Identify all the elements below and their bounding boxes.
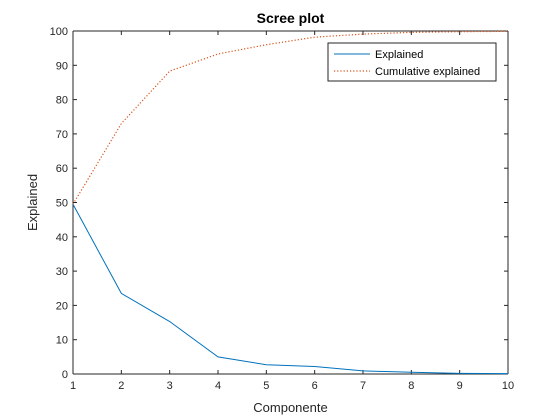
y-tick-label: 30 — [56, 266, 68, 278]
y-tick-label: 100 — [50, 26, 68, 38]
series-line-cumulative-explained — [72, 30, 509, 205]
y-tick-label: 0 — [62, 369, 68, 381]
x-tick-label: 3 — [167, 380, 173, 392]
x-tick-label: 6 — [312, 380, 318, 392]
x-tick-label: 8 — [408, 380, 414, 392]
y-tick-label: 50 — [56, 198, 68, 210]
y-tick-label: 40 — [56, 232, 68, 244]
y-tick-label: 20 — [56, 300, 68, 312]
legend-label-explained: Explained — [375, 49, 423, 61]
x-tick-label: 1 — [70, 380, 76, 392]
legend-label-cumulative-explained: Cumulative explained — [375, 66, 480, 78]
y-tick-label: 10 — [56, 335, 68, 347]
series-lines — [72, 30, 509, 375]
legend-box — [327, 42, 497, 82]
x-tick-label: 2 — [118, 380, 124, 392]
series-line-explained — [72, 203, 509, 375]
plot-area — [73, 31, 508, 374]
x-tick-label: 4 — [215, 380, 221, 392]
legend: Explained Cumulative explained — [327, 42, 497, 82]
y-tick-label: 90 — [56, 60, 68, 72]
x-tick-label: 5 — [263, 380, 269, 392]
y-axis-title: Explained — [25, 174, 40, 231]
x-tick-label: 9 — [457, 380, 463, 392]
y-tick-label: 80 — [56, 95, 68, 107]
x-tick-label: 7 — [360, 380, 366, 392]
y-tick-label: 70 — [56, 129, 68, 141]
x-tick-label: 10 — [502, 380, 514, 392]
y-tick-label: 60 — [56, 163, 68, 175]
chart-title: Scree plot — [257, 10, 325, 26]
x-axis-title: Componente — [253, 400, 327, 415]
